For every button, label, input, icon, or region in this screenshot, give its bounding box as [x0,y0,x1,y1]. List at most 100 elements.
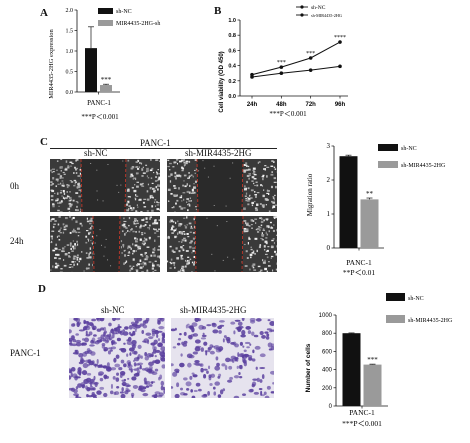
stained-cell [133,362,137,367]
cell-speck [141,185,145,187]
stained-cell [214,381,221,386]
stained-cell [243,361,248,367]
cell-speck [144,252,146,256]
cell-speck [94,242,96,244]
cell-speck [188,191,191,194]
cell-speck [59,229,61,231]
cell-speck [128,208,130,210]
stained-cell [78,353,84,358]
stained-cell [157,330,163,333]
significance-label: **** [334,35,346,41]
cell-speck [127,254,130,256]
cell-speck [267,246,270,248]
stained-cell [136,367,143,370]
panel-b-footnote: ***P＜0.001 [269,110,307,118]
cell-speck [76,186,80,189]
cell-speck [156,208,160,211]
cell-speck [149,196,152,199]
cell-speck [76,159,79,161]
cell-speck [133,177,136,179]
cell-speck [167,188,171,192]
cell-speck [249,194,251,196]
cell-speck [67,165,70,167]
cell-speck [132,243,134,246]
cell-speck [193,183,195,185]
stained-cell [76,396,82,398]
stained-cell [149,370,155,374]
stained-cell [130,333,134,337]
cell-speck [123,217,125,220]
cell-speck [170,173,173,176]
cell-speck [263,168,266,170]
significance-label: *** [277,60,286,66]
stained-cell [213,391,217,396]
cell-speck [76,167,79,170]
stained-cell [123,363,127,368]
cell-speck [71,260,74,263]
cell-speck [273,242,275,245]
cell-speck [135,177,137,181]
stained-cell [179,362,185,368]
stained-cell [189,375,193,380]
cell-speck [123,250,126,252]
stained-cell [233,330,236,335]
cell-speck [153,228,155,230]
cell-speck [132,221,135,223]
y-tick-label: 400 [322,368,333,374]
cell-speck [76,227,80,230]
stained-cell [171,328,176,332]
cell-speck [144,223,147,226]
cell-speck [88,253,90,256]
cell-speck [133,222,136,225]
stained-cell [72,323,76,327]
cell-speck [188,172,190,174]
cell-speck [134,222,137,225]
cell-speck [256,184,259,187]
cell-speck [154,180,158,182]
stained-cell [99,339,103,342]
cell-speck [120,240,123,243]
stained-cell [115,318,121,321]
stained-cell [200,367,204,373]
cell-speck [184,239,187,242]
stained-cell [69,368,73,374]
cell-speck [190,200,192,202]
cell-speck [272,238,275,240]
stained-cell [98,371,104,376]
cell-speck [86,267,88,270]
data-point [279,65,284,69]
stained-cell [131,339,137,345]
cell-speck [187,256,190,258]
stained-cell [70,372,73,378]
cell-speck [132,177,135,180]
cell-speck [243,169,247,172]
stained-cell [159,374,163,380]
cell-speck [73,166,77,169]
stained-cell [78,371,82,376]
legend-label: sh-NC [408,296,424,302]
stained-cell [266,328,272,331]
stained-cell [91,318,97,322]
cell-speck [189,197,191,200]
cell-speck [50,199,54,201]
y-tick-label: 1.0 [66,49,74,55]
cell-speck [75,172,78,174]
stained-cell [218,346,224,351]
cell-speck [181,233,184,235]
stained-cell [251,358,256,362]
cell-speck [175,235,178,238]
stained-cell [69,375,72,380]
cell-speck [259,203,262,205]
x-tick-label: 72h [305,102,316,108]
stained-cell [76,321,82,325]
stained-cell [115,354,120,359]
cell-speck [172,166,175,168]
cell-speck [256,249,259,253]
stained-cell [91,337,96,343]
cell-speck [58,249,61,251]
cell-speck [272,201,276,204]
stained-cell [116,372,120,376]
cell-speck [68,211,71,212]
stained-cell [141,368,146,371]
cell-speck [206,217,208,219]
